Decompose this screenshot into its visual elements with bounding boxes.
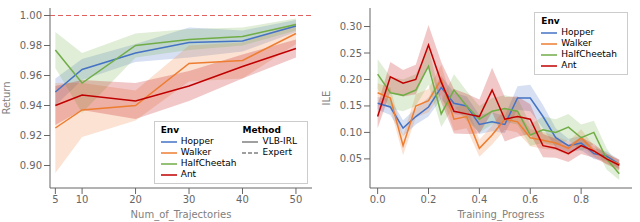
svg-text:20: 20 — [129, 194, 142, 205]
svg-text:0.94: 0.94 — [20, 100, 42, 111]
svg-text:0.90: 0.90 — [20, 160, 42, 171]
svg-text:0.96: 0.96 — [20, 70, 42, 81]
svg-text:0.30: 0.30 — [340, 21, 362, 32]
html-text:HalfCheetah: HalfCheetah — [180, 158, 237, 168]
svg-text:0.98: 0.98 — [20, 40, 42, 51]
svg-text:50: 50 — [290, 194, 303, 205]
svg-text:0.6: 0.6 — [522, 194, 538, 205]
html-text:Env: Env — [160, 125, 180, 135]
svg-text:0.8: 0.8 — [573, 194, 589, 205]
svg-text:1.00: 1.00 — [20, 10, 42, 21]
html-text:Expert: Expert — [262, 147, 292, 157]
html-text:Hopper: Hopper — [561, 27, 595, 37]
svg-text:30: 30 — [183, 194, 196, 205]
html-text:VLB-IRL: VLB-IRL — [262, 136, 297, 146]
svg-text:Num_of_Trajectories: Num_of_Trajectories — [131, 209, 232, 221]
svg-text:Training_Progress: Training_Progress — [456, 209, 544, 221]
svg-text:0.92: 0.92 — [20, 130, 42, 141]
svg-text:40: 40 — [236, 194, 249, 205]
svg-text:0.25: 0.25 — [340, 48, 362, 59]
html-text:Walker: Walker — [561, 38, 592, 48]
svg-text:10: 10 — [76, 194, 89, 205]
html-text:HalfCheetah: HalfCheetah — [561, 49, 617, 59]
svg-text:0.4: 0.4 — [471, 194, 487, 205]
svg-text:Return: Return — [8, 81, 12, 114]
html-text:Walker: Walker — [180, 147, 212, 157]
svg-text:0.05: 0.05 — [340, 153, 362, 164]
html-text:Env: Env — [541, 16, 560, 26]
svg-text:0.10: 0.10 — [340, 127, 362, 138]
svg-text:0.0: 0.0 — [370, 194, 386, 205]
html-text:Hopper: Hopper — [180, 136, 214, 146]
svg-text:5: 5 — [52, 194, 58, 205]
svg-text:0.20: 0.20 — [340, 74, 362, 85]
html-text:Method: Method — [242, 125, 281, 135]
html-text:Ant: Ant — [561, 60, 577, 70]
svg-text:0.15: 0.15 — [340, 100, 362, 111]
svg-text:0.2: 0.2 — [421, 194, 437, 205]
html-text:Ant: Ant — [180, 169, 197, 179]
svg-text:ILE: ILE — [321, 91, 332, 106]
